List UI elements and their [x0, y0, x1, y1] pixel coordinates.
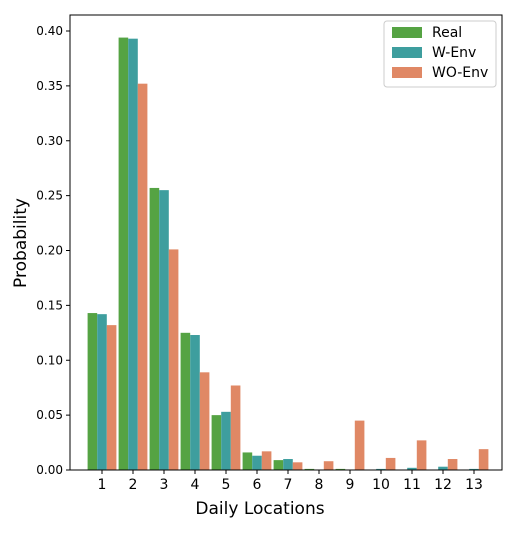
bar-wo-env-12 — [447, 459, 458, 470]
bar-wo-env-3 — [168, 249, 179, 470]
bar-wo-env-1 — [106, 325, 117, 470]
x-tick-label: 9 — [346, 477, 355, 493]
bar-w-env-5 — [221, 411, 231, 470]
bar-w-env-7 — [283, 459, 293, 470]
bar-wo-env-13 — [478, 449, 489, 470]
bar-real-5 — [211, 415, 222, 471]
legend-swatch-w-env — [392, 47, 422, 58]
x-tick-label: 10 — [372, 477, 390, 493]
bar-real-1 — [87, 313, 98, 470]
x-tick-label: 4 — [191, 477, 200, 493]
x-axis: 1 2 3 4 5 6 7 8 9 10 11 12 13 — [98, 470, 483, 493]
bar-real-4 — [180, 332, 191, 470]
bar-real-2 — [118, 37, 129, 470]
bar-wo-env-8 — [323, 461, 334, 470]
bar-w-env-6 — [252, 455, 262, 470]
x-tick-label: 6 — [253, 477, 262, 493]
bar-wo-env-7 — [292, 462, 303, 470]
bar-wo-env-9 — [354, 420, 365, 470]
legend-label-wo-env: WO-Env — [432, 65, 488, 81]
bar-w-env-3 — [159, 190, 169, 470]
bar-real-6 — [242, 452, 253, 470]
bar-real-3 — [149, 187, 160, 470]
y-tick-label: 0.20 — [36, 244, 63, 258]
bar-w-env-11 — [407, 467, 417, 470]
legend-swatch-real — [392, 27, 422, 38]
x-tick-label: 2 — [129, 477, 138, 493]
bars-layer — [87, 37, 489, 471]
bar-wo-env-2 — [137, 83, 148, 471]
y-tick-label: 0.05 — [36, 408, 63, 422]
bar-real-8 — [304, 468, 315, 470]
bar-real-7 — [273, 460, 284, 470]
bar-w-env-10 — [376, 468, 386, 470]
legend-label-real: Real — [432, 25, 462, 41]
y-tick-label: 0.25 — [36, 189, 63, 203]
y-tick-label: 0.35 — [36, 79, 63, 93]
bar-wo-env-10 — [385, 457, 396, 470]
plot-frame — [69, 14, 503, 471]
x-tick-label: 7 — [284, 477, 293, 493]
x-tick-label: 11 — [403, 477, 421, 493]
x-tick-label: 1 — [98, 477, 107, 493]
bar-wo-env-11 — [416, 440, 427, 470]
bar-wo-env-6 — [261, 451, 272, 470]
y-tick-label: 0.30 — [36, 134, 63, 148]
x-tick-label: 12 — [434, 477, 452, 493]
x-tick-label: 3 — [160, 477, 169, 493]
bar-wo-env-4 — [199, 372, 210, 470]
bar-w-env-12 — [438, 466, 448, 470]
legend: Real W-Env WO-Env — [383, 20, 497, 88]
y-tick-label: 0.15 — [36, 298, 63, 312]
bar-wo-env-5 — [230, 385, 241, 470]
y-tick-label: 0.00 — [36, 463, 63, 477]
y-tick-label: 0.10 — [36, 353, 63, 367]
y-axis: 0.00 0.05 0.10 0.15 0.20 0.25 0.30 0.35 0.40 — [36, 24, 70, 477]
legend-swatch-wo-env — [392, 67, 422, 78]
x-tick-label: 13 — [465, 477, 483, 493]
bar-w-env-2 — [128, 38, 138, 471]
legend-label-w-env: W-Env — [432, 45, 476, 61]
y-tick-label: 0.40 — [36, 24, 63, 38]
bar-w-env-13 — [469, 468, 479, 470]
bar-w-env-1 — [97, 314, 107, 470]
y-axis-label: Probability — [11, 198, 31, 288]
bar-real-9 — [335, 468, 346, 470]
bar-w-env-4 — [190, 335, 200, 470]
x-axis-label: Daily Locations — [195, 499, 324, 519]
x-tick-label: 5 — [222, 477, 231, 493]
x-tick-label: 8 — [315, 477, 324, 493]
